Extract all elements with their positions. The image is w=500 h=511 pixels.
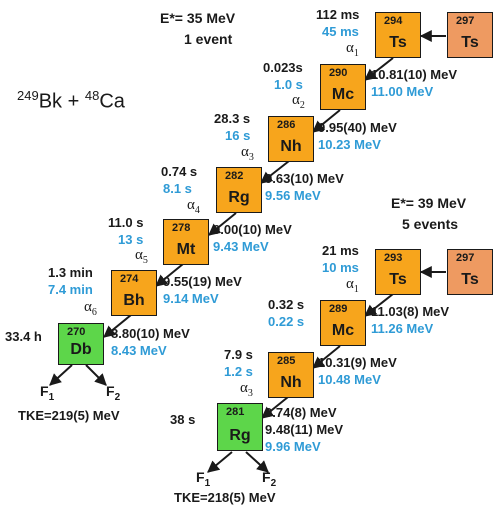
energy-exp-294ts: 10.81(10) MeV	[371, 67, 457, 82]
halflife-calc-285nh: 1.2 s	[224, 364, 253, 379]
nucleus-285nh: 285 Nh	[268, 352, 314, 398]
energy-calc-294ts: 11.00 MeV	[371, 84, 434, 99]
halflife-calc-289mc: 0.22 s	[268, 314, 305, 329]
halflife-calc-293ts: 10 ms	[322, 260, 359, 275]
energy-exp-278mt: 9.55(19) MeV	[163, 274, 242, 289]
energy-calc-293ts: 11.26 MeV	[371, 321, 434, 336]
alpha-label-5: α5	[135, 247, 148, 266]
nucleus-297ts-chain2: 297 Ts	[447, 249, 493, 295]
halflife-exp-294ts: 112 ms	[316, 7, 360, 22]
nucleus-274bh: 274 Bh	[111, 270, 157, 316]
energy-calc-282rg: 9.43 MeV	[213, 239, 269, 254]
nucleus-290mc: 290 Mc	[320, 64, 366, 110]
halflife-exp-281rg: 38 s	[170, 412, 196, 427]
halflife-exp-285nh: 7.9 s	[224, 347, 253, 362]
nucleus-294ts: 294 Ts	[375, 12, 421, 58]
energy-calc-289mc: 10.48 MeV	[318, 372, 381, 387]
chain1-events: 1 event	[184, 31, 233, 47]
energy-exp-289mc: 10.31(9) MeV	[318, 355, 397, 370]
energy-exp-282rg: 9.00(10) MeV	[213, 222, 292, 237]
nucleus-289mc: 289 Mc	[320, 300, 366, 346]
nucleus-286nh: 286 Nh	[268, 116, 314, 162]
nucleus-282rg: 282 Rg	[216, 167, 262, 213]
chain2-events: 5 events	[402, 216, 459, 232]
fission-fragment-2-chain1: F2	[106, 383, 121, 403]
energy-exp2-285nh: 9.48(11) MeV	[265, 422, 344, 437]
halflife-exp-282rg: 0.74 s	[161, 164, 198, 179]
halflife-exp-286nh: 28.3 s	[214, 111, 251, 126]
alpha-label-1: α1	[346, 40, 359, 59]
energy-exp-290mc: 9.95(40) MeV	[318, 120, 397, 135]
halflife-calc-278mt: 13 s	[118, 232, 144, 247]
tke-chain2: TKE=218(5) MeV	[174, 490, 276, 505]
fission-fragment-1-chain1: F1	[40, 383, 55, 403]
energy-exp-293ts: 11.03(8) MeV	[371, 304, 450, 319]
alpha-label-2: α2	[292, 92, 305, 111]
alpha-label-chain2-3: α3	[240, 380, 253, 399]
halflife-exp-278mt: 11.0 s	[108, 215, 144, 230]
halflife-calc-282rg: 8.1 s	[163, 181, 192, 196]
energy-calc-278mt: 9.14 MeV	[163, 291, 219, 306]
alpha-label-6: α6	[84, 299, 97, 318]
alpha-label-3: α3	[241, 144, 254, 163]
nucleus-297ts-chain1: 297 Ts	[447, 12, 493, 58]
alpha-label-4: α4	[187, 197, 200, 216]
halflife-exp-293ts: 21 ms	[322, 243, 359, 258]
chain1-energy: E*= 35 MeV	[160, 10, 236, 26]
nucleus-270db: 270 Db	[58, 323, 104, 365]
fission-fragment-2-chain2: F2	[262, 469, 277, 489]
energy-calc-290mc: 10.23 MeV	[318, 137, 381, 152]
halflife-exp-289mc: 0.32 s	[268, 297, 305, 312]
halflife-calc-274bh: 7.4 min	[48, 282, 93, 297]
reaction-label: 249Bk + 48Ca	[17, 88, 125, 113]
halflife-exp-270db: 33.4 h	[5, 329, 42, 344]
chain2-energy: E*= 39 MeV	[391, 195, 467, 211]
energy-calc-274bh: 8.43 MeV	[111, 343, 167, 358]
energy-exp-286nh: 9.63(10) MeV	[265, 171, 344, 186]
nucleus-293ts: 293 Ts	[375, 249, 421, 295]
halflife-calc-290mc: 1.0 s	[274, 77, 303, 92]
halflife-exp-290mc: 0.023s	[263, 60, 303, 75]
tke-chain1: TKE=219(5) MeV	[18, 408, 120, 423]
halflife-exp-274bh: 1.3 min	[48, 265, 93, 280]
alpha-label-chain2-1: α1	[346, 276, 359, 295]
nucleus-281rg: 281 Rg	[217, 403, 263, 451]
energy-calc-286nh: 9.56 MeV	[265, 188, 321, 203]
halflife-calc-294ts: 45 ms	[322, 24, 359, 39]
energy-exp-285nh: 9.74(8) MeV	[265, 405, 337, 420]
nucleus-278mt: 278 Mt	[163, 219, 209, 265]
halflife-calc-286nh: 16 s	[225, 128, 251, 143]
fission-fragment-1-chain2: F1	[196, 469, 211, 489]
energy-calc-285nh: 9.96 MeV	[265, 439, 321, 454]
energy-exp-274bh: 8.80(10) MeV	[111, 326, 190, 341]
